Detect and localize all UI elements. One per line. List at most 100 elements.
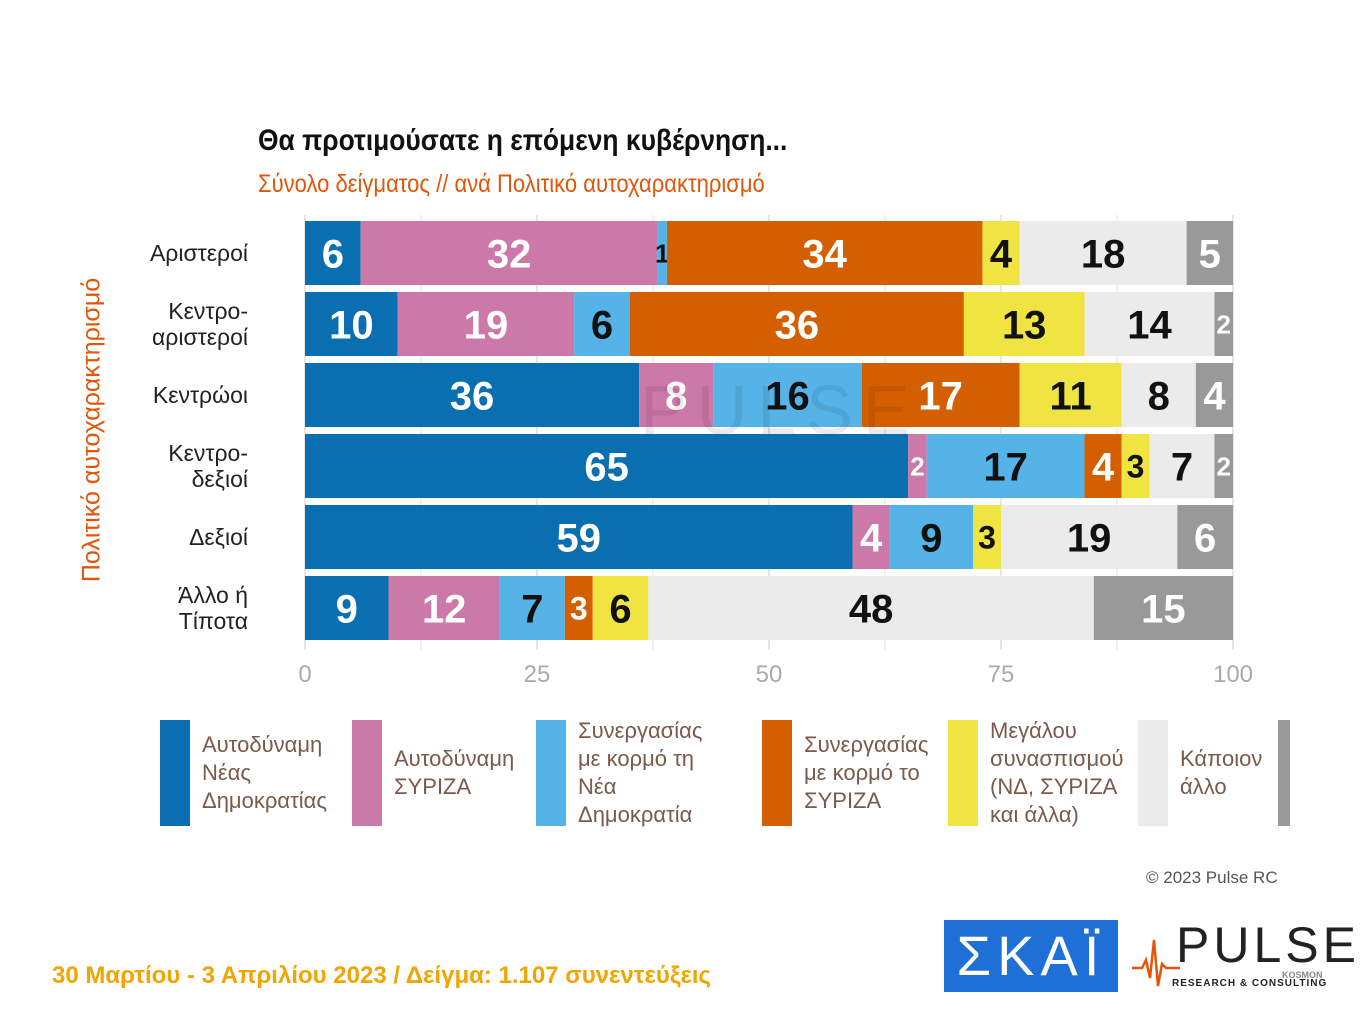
category-label: Κεντρο- δεξιοί — [168, 440, 248, 492]
x-tick-label: 100 — [1213, 661, 1253, 688]
bar-value-label: 9 — [920, 516, 942, 560]
chart-subtitle: Σύνολο δείγματος // ανά Πολιτικό αυτοχαρ… — [258, 170, 765, 198]
bar-segment — [360, 221, 658, 285]
bar-segment — [592, 576, 649, 640]
bar-segment — [305, 505, 853, 569]
legend-swatch — [948, 720, 978, 826]
bar-value-label: 2 — [1216, 309, 1230, 339]
bar-segment — [1177, 505, 1233, 569]
category-label: Αριστεροί — [149, 240, 248, 266]
bar-value-label: 3 — [570, 591, 588, 627]
bar-segment — [861, 363, 1020, 427]
bar-segment — [1019, 363, 1122, 427]
bar-value-label: 4 — [990, 232, 1013, 276]
bar-value-label: 5 — [1199, 232, 1221, 276]
bar-segment — [397, 292, 575, 356]
legend-label: Αυτοδύναμη Νέας Δημοκρατίας — [202, 732, 327, 813]
bar-value-label: 14 — [1127, 303, 1172, 347]
category-label: Κεντρώοι — [152, 382, 248, 408]
bar-segment — [648, 576, 1094, 640]
copyright-text: © 2023 Pulse RC — [1146, 868, 1278, 887]
bar-segment — [574, 292, 630, 356]
legend-swatch — [160, 720, 190, 826]
x-tick-label: 0 — [298, 661, 311, 688]
bar-value-label: 1 — [655, 238, 669, 268]
bar-value-label: 16 — [765, 374, 810, 418]
bar-value-label: 8 — [665, 374, 687, 418]
bar-value-label: 11 — [1049, 374, 1091, 418]
bar-segment — [982, 221, 1020, 285]
legend-swatch — [1138, 720, 1168, 826]
legend-swatch — [352, 720, 382, 826]
bar-value-label: 3 — [1127, 449, 1145, 485]
bar-segment — [305, 434, 909, 498]
bar-segment — [1084, 434, 1122, 498]
bar-value-label: 36 — [775, 303, 820, 347]
x-tick-label: 75 — [988, 661, 1015, 688]
category-label: Άλλο ή Τίποτα — [178, 582, 248, 634]
bar-segment — [1195, 363, 1233, 427]
legend-swatch — [1278, 720, 1290, 826]
bar-segment — [1121, 434, 1150, 498]
bar-value-label: 7 — [521, 587, 543, 631]
bar-segment — [1019, 221, 1187, 285]
bar-value-label: 15 — [1141, 587, 1186, 631]
bar-value-label: 48 — [849, 587, 894, 631]
bar-segment — [973, 505, 1001, 569]
x-tick-label: 25 — [524, 661, 551, 688]
bar-value-label: 3 — [978, 520, 996, 556]
bar-segment — [305, 363, 640, 427]
bar-segment — [926, 434, 1085, 498]
bar-value-label: 19 — [464, 303, 509, 347]
skai-logo: ΣΚΑΪ — [944, 920, 1118, 992]
bar-segment — [657, 221, 667, 285]
pulse-logo-tagline: RESEARCH & CONSULTING — [1172, 978, 1328, 989]
pulse-logo: PULSE KOSMON RESEARCH & CONSULTING — [1132, 917, 1356, 996]
bar-value-label: 6 — [591, 303, 613, 347]
bar-value-label: 4 — [1203, 374, 1226, 418]
bar-value-label: 6 — [322, 232, 344, 276]
bar-value-label: 36 — [450, 374, 495, 418]
legend-label: Μεγάλου συνασπισμού (ΝΔ, ΣΥΡΙΖΑ και άλλα… — [990, 718, 1124, 827]
bar-segment — [1093, 576, 1233, 640]
bar-segment — [963, 292, 1085, 356]
bar-value-label: 59 — [557, 516, 602, 560]
legend-label: Αυτοδύναμη ΣΥΡΙΖΑ — [394, 746, 515, 799]
bar-value-label: 13 — [1002, 303, 1047, 347]
bar-segment — [564, 576, 593, 640]
category-label: Κεντρο- αριστεροί — [151, 298, 248, 350]
bar-value-label: 8 — [1148, 374, 1170, 418]
bar-segment — [629, 292, 964, 356]
bar-value-label: 6 — [609, 587, 631, 631]
footer-sample-info: 30 Μαρτίου - 3 Απριλίου 2023 / Δείγμα: 1… — [52, 962, 712, 989]
bar-value-label: 17 — [983, 445, 1028, 489]
bar-value-label: 34 — [802, 232, 847, 276]
legend-label: Κάποιον άλλο — [1180, 746, 1263, 799]
bar-segment — [666, 221, 983, 285]
category-label: Δεξιοί — [189, 524, 248, 550]
bar-segment — [852, 505, 890, 569]
chart-title: Θα προτιμούσατε η επόμενη κυβέρνηση... — [258, 124, 788, 157]
skai-logo-text: ΣΚΑΪ — [956, 924, 1106, 987]
bar-segment — [889, 505, 974, 569]
bar-value-label: 6 — [1194, 516, 1216, 560]
bar-value-label: 2 — [910, 451, 924, 481]
bar-segment — [713, 363, 862, 427]
bar-value-label: 7 — [1171, 445, 1193, 489]
bar-segment — [1149, 434, 1215, 498]
bar-segment — [499, 576, 565, 640]
bar-value-label: 2 — [1216, 451, 1230, 481]
pulse-logo-sub: KOSMON — [1282, 970, 1323, 980]
pulse-heartbeat-icon — [1132, 939, 1180, 987]
x-tick-label: 50 — [756, 661, 783, 688]
legend-swatch — [762, 720, 792, 826]
bar-value-label: 12 — [422, 587, 467, 631]
bar-value-label: 19 — [1067, 516, 1112, 560]
bar-segment — [1186, 221, 1233, 285]
bar-segment — [1214, 434, 1233, 498]
bar-segment — [305, 292, 398, 356]
bar-segment — [388, 576, 500, 640]
bar-segment — [1001, 505, 1178, 569]
bar-value-label: 10 — [329, 303, 374, 347]
bar-value-label: 4 — [860, 516, 883, 560]
